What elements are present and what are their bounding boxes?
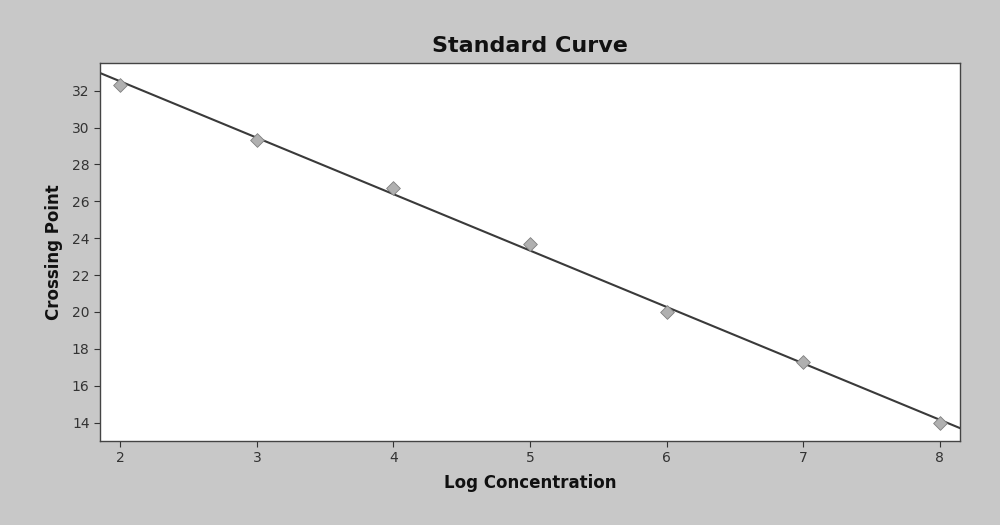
Point [385,184,401,193]
X-axis label: Log Concentration: Log Concentration [444,474,616,492]
Point [659,308,675,316]
Point [522,239,538,248]
Point [112,81,128,89]
Point [795,358,811,366]
Title: Standard Curve: Standard Curve [432,36,628,56]
Point [932,418,948,427]
Point [249,136,265,145]
Y-axis label: Crossing Point: Crossing Point [45,184,64,320]
